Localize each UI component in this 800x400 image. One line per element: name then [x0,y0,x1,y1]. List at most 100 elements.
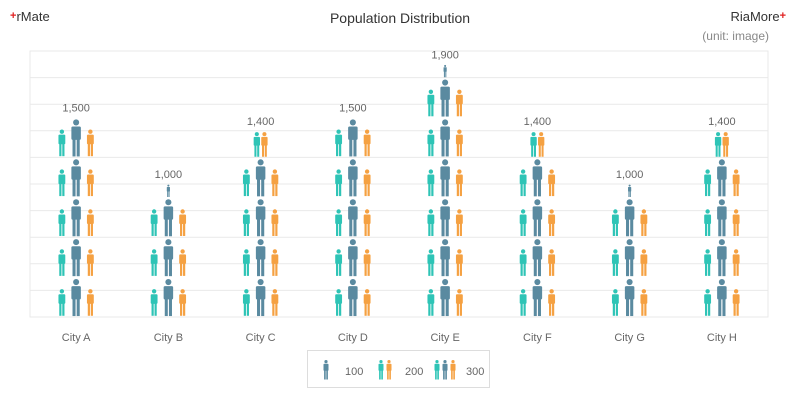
person-steel-icon [717,159,727,197]
person-steel-icon [443,64,447,78]
person-steel-icon [255,199,266,237]
person-orange-icon [86,209,94,236]
person-teal-icon [58,129,66,157]
person-teal-icon [335,169,343,197]
person-orange-icon [548,289,556,316]
unit-label: (unit: image) [702,29,769,43]
person-steel-icon [717,279,727,317]
person-orange-icon [271,289,279,316]
person-teal-icon [611,249,619,276]
legend-person-orange-icon [450,360,456,380]
person-teal-icon [150,209,158,236]
person-orange-icon [455,249,463,276]
person-teal-icon [335,209,343,236]
person-steel-icon [348,199,358,237]
brand-left-text: rMate [16,9,50,24]
data-label: 1,400 [708,116,736,128]
legend-person-orange-icon [386,360,392,380]
person-teal-icon [427,209,435,236]
person-orange-icon [271,249,279,276]
data-label: 1,000 [155,169,183,181]
legend-person-teal-icon [434,360,440,380]
person-teal-icon [150,289,158,316]
person-orange-icon [363,249,371,276]
person-orange-icon [455,169,463,197]
person-steel-icon [348,279,358,317]
person-orange-icon [732,249,740,276]
person-steel-icon [440,239,450,277]
category-city-b [150,184,187,317]
person-teal-icon [704,209,712,236]
person-steel-icon [71,199,81,237]
person-steel-icon [255,239,266,277]
person-steel-icon [532,239,543,277]
person-orange-icon [455,289,463,316]
person-teal-icon [242,249,250,276]
plus-icon: + [779,10,786,22]
person-orange-icon [640,289,648,316]
person-steel-icon [624,239,635,277]
person-teal-icon [253,132,260,157]
brand-right-text: RiaMore [730,9,780,24]
person-teal-icon [427,249,435,276]
person-teal-icon [704,289,712,316]
brand-logo-left: +rMate [10,9,50,24]
category-city-a [58,119,94,317]
legend-person-steel-icon [323,360,329,380]
person-steel-icon [717,239,727,277]
person-teal-icon [58,289,66,316]
person-steel-icon [71,119,81,157]
person-steel-icon [532,159,543,197]
person-steel-icon [163,279,174,317]
person-orange-icon [538,132,545,157]
person-teal-icon [335,129,343,157]
person-teal-icon [519,289,527,316]
person-steel-icon [163,199,174,237]
plus-icon: + [10,10,17,22]
person-teal-icon [335,249,343,276]
person-steel-icon [628,184,632,197]
legend-person-steel-icon [442,360,448,380]
person-teal-icon [530,132,537,157]
person-steel-icon [166,184,170,197]
person-orange-icon [86,169,94,197]
person-orange-icon [732,209,740,236]
person-teal-icon [58,209,66,236]
person-teal-icon [58,169,66,197]
person-teal-icon [242,209,250,236]
data-label: 1,400 [247,116,275,128]
person-teal-icon [714,132,722,157]
category-city-d [335,119,371,317]
person-orange-icon [86,289,94,316]
x-tick-label: City F [523,332,552,344]
category-city-c [242,132,279,317]
person-steel-icon [440,159,450,197]
person-orange-icon [179,289,187,316]
person-teal-icon [519,209,527,236]
person-orange-icon [548,209,556,236]
data-label: 1,400 [524,116,552,128]
x-tick-label: City D [338,332,368,344]
x-tick-label: City C [246,332,276,344]
person-steel-icon [71,279,81,317]
person-steel-icon [717,199,727,237]
person-teal-icon [427,129,435,157]
person-orange-icon [179,249,187,276]
x-tick-label: City G [614,332,645,344]
person-orange-icon [363,209,371,236]
person-teal-icon [704,169,712,197]
data-label: 1,500 [339,103,367,115]
x-tick-label: City H [707,332,737,344]
person-teal-icon [611,209,619,236]
person-steel-icon [532,199,543,237]
person-steel-icon [71,239,81,277]
category-city-e [427,64,463,317]
person-orange-icon [548,249,556,276]
data-label: 1,900 [431,49,459,61]
data-label: 1,000 [616,169,644,181]
person-orange-icon [732,289,740,316]
person-orange-icon [363,129,371,157]
person-orange-icon [732,169,740,197]
person-orange-icon [271,209,279,236]
legend: 100 200 300 [307,350,490,388]
